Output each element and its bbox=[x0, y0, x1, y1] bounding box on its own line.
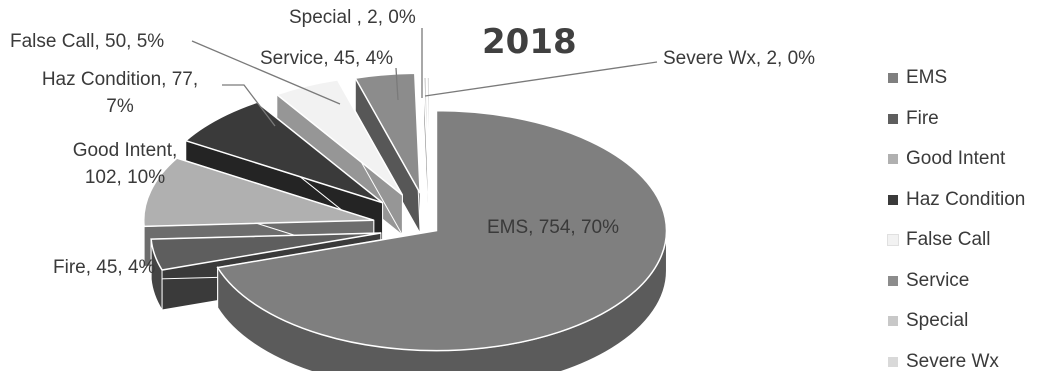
legend-label: Haz Condition bbox=[906, 189, 1025, 211]
data-label-service: Service, 45, 4% bbox=[260, 48, 393, 69]
data-label-false-call: False Call, 50, 5% bbox=[10, 31, 164, 52]
legend-item-good-intent: Good Intent bbox=[888, 139, 1053, 180]
data-label-fire: Fire, 45, 4% bbox=[53, 257, 156, 278]
chart-title: 2018 bbox=[482, 22, 577, 62]
legend-label: Special bbox=[906, 310, 968, 332]
legend-item-special: Special bbox=[888, 301, 1053, 342]
legend-swatch bbox=[888, 357, 898, 367]
chart-legend: EMS Fire Good Intent Haz Condition False Cal… bbox=[888, 58, 1053, 382]
legend-swatch bbox=[888, 114, 898, 124]
legend-item-fire: Fire bbox=[888, 99, 1053, 140]
legend-swatch bbox=[888, 276, 898, 286]
legend-item-false-call: False Call bbox=[888, 220, 1053, 261]
legend-swatch bbox=[888, 73, 898, 83]
data-label-special: Special , 2, 0% bbox=[289, 7, 416, 28]
legend-item-severe-wx: Severe Wx bbox=[888, 342, 1053, 382]
legend-swatch bbox=[888, 154, 898, 164]
legend-label: Severe Wx bbox=[906, 351, 999, 373]
legend-label: Good Intent bbox=[906, 148, 1005, 170]
data-label-haz-condition: Haz Condition, 77,7% bbox=[42, 69, 198, 117]
data-label-severe-wx: Severe Wx, 2, 0% bbox=[663, 48, 815, 69]
legend-label: EMS bbox=[906, 67, 947, 89]
legend-item-service: Service bbox=[888, 261, 1053, 302]
legend-item-haz-condition: Haz Condition bbox=[888, 180, 1053, 221]
leader-line-severe-wx bbox=[425, 62, 657, 96]
legend-label: Fire bbox=[906, 108, 939, 130]
legend-label: Service bbox=[906, 270, 969, 292]
data-label-ems: EMS, 754, 70% bbox=[487, 217, 619, 238]
legend-swatch bbox=[888, 195, 898, 205]
legend-label: False Call bbox=[906, 229, 990, 251]
legend-swatch bbox=[888, 235, 898, 245]
data-label-good-intent: Good Intent,102, 10% bbox=[73, 140, 178, 188]
legend-item-ems: EMS bbox=[888, 58, 1053, 99]
legend-swatch bbox=[888, 316, 898, 326]
